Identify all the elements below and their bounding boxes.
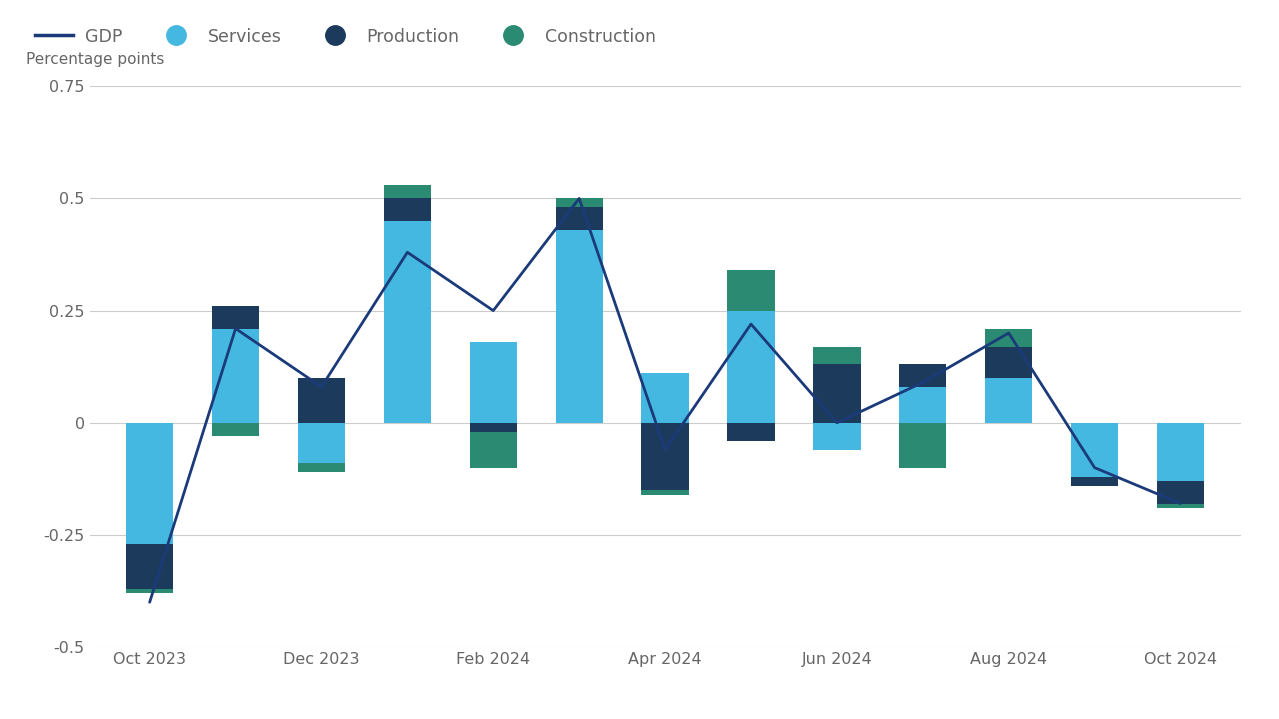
Bar (212, 329, 260, 423)
Bar (642, 423, 688, 490)
Bar (642, 490, 688, 495)
Bar (985, 329, 1032, 347)
Bar (469, 342, 517, 423)
Bar (555, 198, 602, 207)
Bar (985, 347, 1032, 378)
Bar (728, 270, 775, 311)
Bar (1157, 481, 1204, 503)
Bar (384, 221, 431, 423)
Text: Percentage points: Percentage points (27, 52, 165, 67)
Bar (899, 365, 946, 387)
Bar (298, 378, 345, 423)
Bar (127, 423, 173, 544)
Bar (813, 365, 861, 423)
Bar (899, 387, 946, 423)
Bar (813, 423, 861, 449)
Bar (384, 185, 431, 198)
Bar (555, 207, 602, 230)
Bar (384, 198, 431, 221)
Bar (298, 463, 345, 472)
Bar (1157, 423, 1204, 481)
Bar (212, 423, 260, 436)
Bar (642, 373, 688, 423)
Bar (298, 423, 345, 463)
Bar (985, 378, 1032, 423)
Bar (813, 347, 861, 365)
Bar (127, 589, 173, 593)
Bar (899, 423, 946, 467)
Bar (728, 423, 775, 441)
Bar (212, 306, 260, 329)
Bar (728, 311, 775, 423)
Bar (127, 544, 173, 589)
Bar (469, 431, 517, 467)
Bar (1071, 423, 1118, 477)
Bar (1071, 477, 1118, 485)
Bar (469, 423, 517, 431)
Legend: GDP, Services, Production, Construction: GDP, Services, Production, Construction (35, 27, 656, 47)
Bar (1157, 503, 1204, 508)
Bar (555, 230, 602, 423)
